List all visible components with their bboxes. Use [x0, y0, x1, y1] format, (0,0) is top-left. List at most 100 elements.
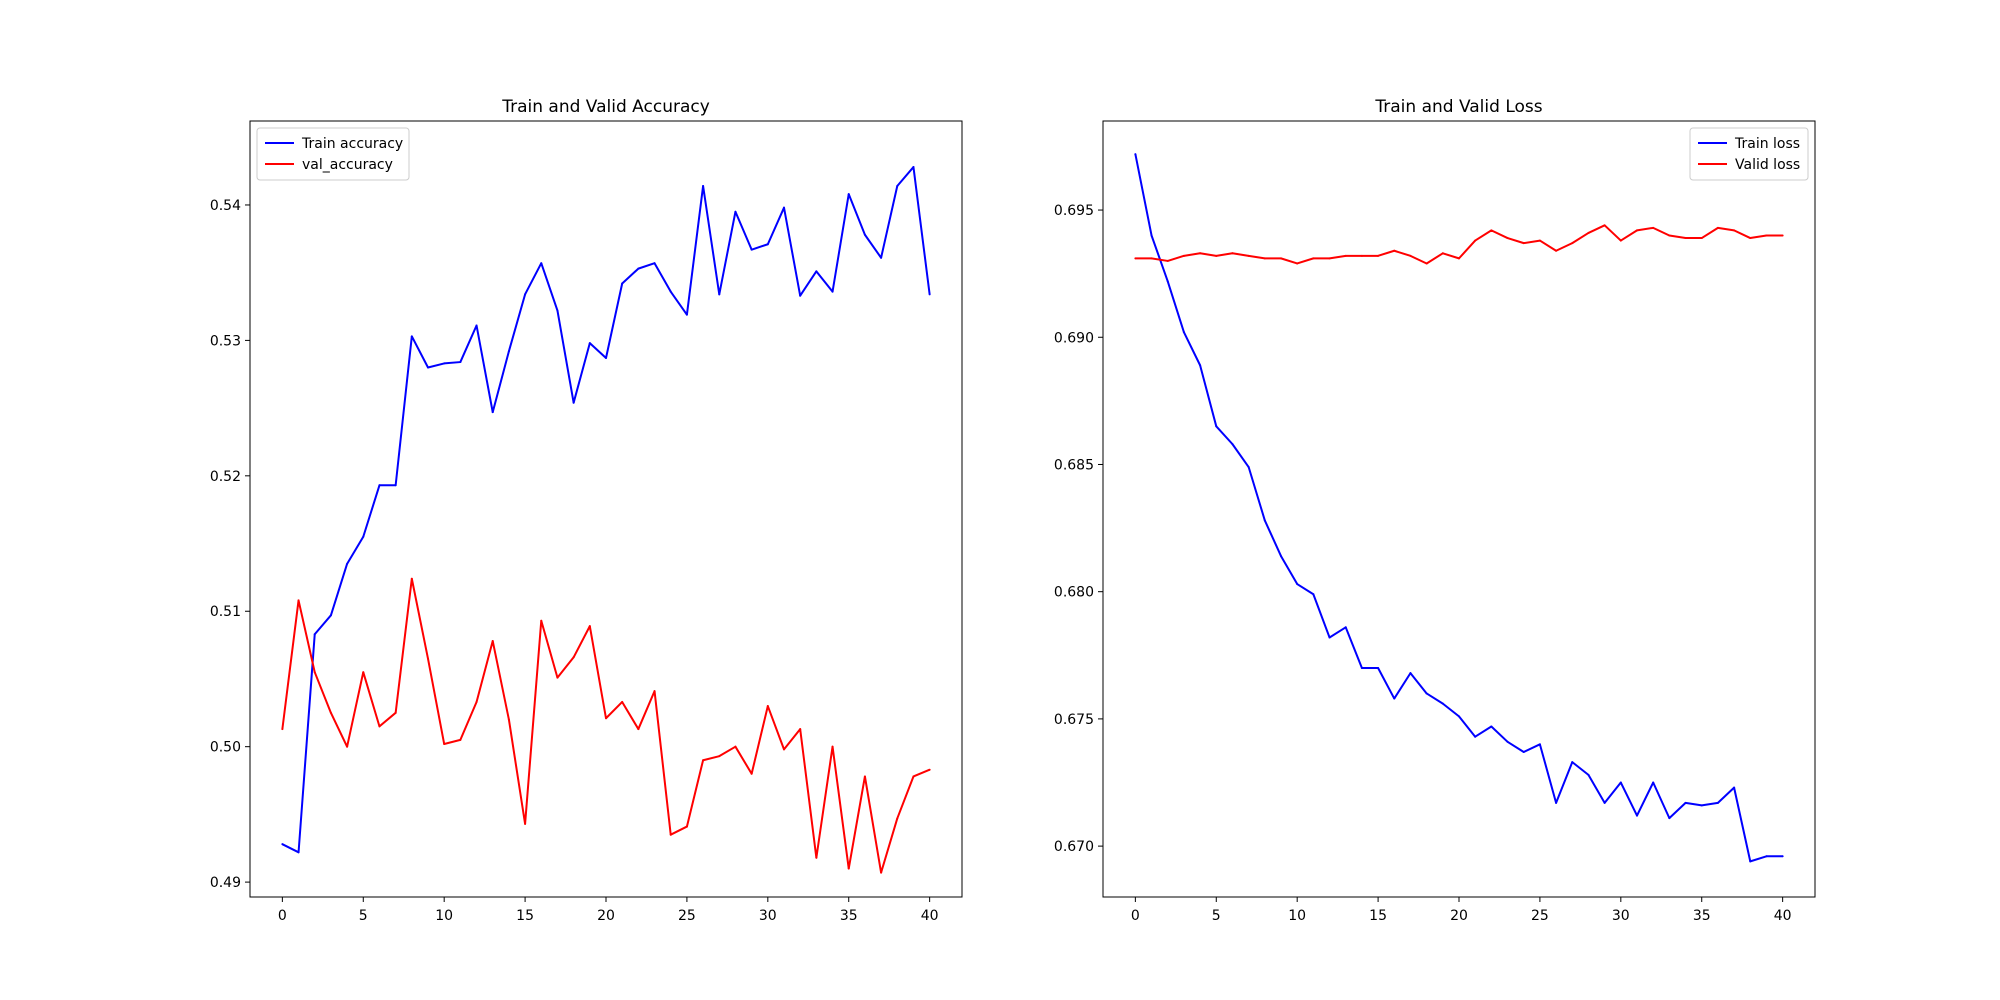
accuracy-data-point-val-accuracy — [443, 742, 446, 745]
loss-data-point-train-loss — [1360, 667, 1363, 670]
accuracy-data-point-train-accuracy — [427, 366, 429, 369]
loss-data-point-train-loss — [1700, 804, 1703, 807]
accuracy-data-point-val-accuracy — [637, 728, 640, 731]
loss-data-point-valid-loss — [1506, 237, 1509, 240]
accuracy-data-point-val-accuracy — [880, 871, 883, 874]
accuracy-chart: Train and Valid Accuracy 0 5 10 15 20 25 30 35 40… — [210, 97, 963, 924]
accuracy-data-point-train-accuracy — [831, 290, 834, 293]
accuracy-data-point-train-accuracy — [524, 293, 527, 296]
loss-data-point-train-loss — [1231, 443, 1234, 446]
loss-data-point-train-loss — [1425, 692, 1428, 695]
loss-data-point-valid-loss — [1231, 252, 1234, 255]
accuracy-data-point-val-accuracy — [669, 833, 672, 836]
loss-data-point-valid-loss — [1652, 226, 1655, 229]
accuracy-data-point-val-accuracy — [653, 690, 656, 693]
loss-data-point-valid-loss — [1538, 239, 1541, 242]
accuracy-data-point-val-accuracy — [605, 717, 607, 720]
accuracy-x-tick-label: 0 — [278, 908, 287, 924]
loss-data-point-train-loss — [1393, 697, 1396, 700]
accuracy-data-point-val-accuracy — [831, 745, 834, 748]
accuracy-data-point-train-accuracy — [863, 233, 866, 236]
loss-legend-label: Valid loss — [1735, 157, 1800, 173]
loss-axes-frame — [1102, 120, 1816, 898]
loss-data-point-valid-loss — [1247, 254, 1250, 257]
accuracy-y-tick-label: 0.53 — [210, 333, 241, 349]
loss-data-point-valid-loss — [1636, 229, 1638, 232]
accuracy-chart-title: Train and Valid Accuracy — [501, 97, 710, 117]
loss-data-point-valid-loss — [1134, 257, 1137, 260]
loss-data-point-valid-loss — [1393, 249, 1396, 252]
accuracy-data-point-val-accuracy — [896, 817, 899, 820]
accuracy-data-point-train-accuracy — [491, 411, 494, 414]
accuracy-data-point-train-accuracy — [702, 185, 705, 188]
accuracy-data-point-val-accuracy — [346, 745, 349, 748]
loss-data-point-valid-loss — [1215, 254, 1218, 257]
loss-data-point-train-loss — [1781, 855, 1784, 858]
loss-chart: Train and Valid Loss 0 5 10 15 20 25 30 35 40 0.67… — [1054, 97, 1816, 924]
loss-data-point-train-loss — [1684, 801, 1687, 804]
accuracy-data-point-train-accuracy — [362, 535, 365, 538]
loss-legend-label: Train loss — [1734, 136, 1800, 152]
loss-data-point-train-loss — [1668, 817, 1671, 820]
accuracy-data-point-val-accuracy — [313, 671, 316, 674]
loss-data-point-train-loss — [1474, 735, 1477, 738]
accuracy-data-point-val-accuracy — [378, 725, 381, 728]
loss-data-point-valid-loss — [1425, 262, 1428, 265]
accuracy-data-point-val-accuracy — [750, 772, 753, 775]
accuracy-y-tick-label: 0.49 — [210, 875, 241, 891]
accuracy-data-point-train-accuracy — [572, 401, 575, 404]
loss-legend-box — [1689, 127, 1809, 181]
loss-data-point-valid-loss — [1781, 234, 1784, 237]
accuracy-data-point-val-accuracy — [734, 745, 737, 748]
loss-data-point-valid-loss — [1733, 229, 1736, 232]
loss-data-point-valid-loss — [1312, 257, 1315, 260]
accuracy-x-tick-label: 30 — [759, 908, 777, 924]
accuracy-axes-frame — [249, 120, 963, 898]
accuracy-data-point-val-accuracy — [912, 775, 915, 778]
accuracy-data-point-train-accuracy — [685, 313, 688, 316]
accuracy-y-tick-label: 0.52 — [210, 469, 241, 485]
loss-data-point-valid-loss — [1684, 237, 1687, 240]
loss-data-point-train-loss — [1312, 593, 1315, 596]
accuracy-data-point-train-accuracy — [815, 270, 818, 273]
accuracy-data-point-train-accuracy — [394, 484, 397, 487]
accuracy-data-point-train-accuracy — [766, 243, 769, 246]
loss-data-point-valid-loss — [1263, 257, 1266, 260]
loss-data-point-valid-loss — [1360, 254, 1363, 257]
loss-data-point-train-loss — [1263, 519, 1266, 522]
accuracy-data-point-train-accuracy — [475, 324, 478, 327]
accuracy-data-point-val-accuracy — [766, 705, 769, 708]
loss-y-tick-label: 0.680 — [1054, 585, 1094, 601]
loss-data-point-train-loss — [1247, 466, 1250, 469]
accuracy-data-point-val-accuracy — [847, 867, 850, 870]
accuracy-data-point-val-accuracy — [621, 700, 624, 703]
loss-y-tick-label: 0.695 — [1054, 203, 1094, 219]
accuracy-y-tick-label: 0.50 — [210, 740, 241, 756]
accuracy-data-point-val-accuracy — [556, 676, 559, 679]
accuracy-y-tick-label: 0.54 — [210, 198, 241, 214]
accuracy-data-point-train-accuracy — [621, 282, 624, 285]
loss-legend: Train loss Valid loss — [1689, 127, 1809, 181]
loss-data-point-train-loss — [1166, 280, 1169, 283]
accuracy-data-point-val-accuracy — [685, 825, 688, 828]
loss-data-point-train-loss — [1377, 667, 1380, 670]
accuracy-data-point-val-accuracy — [475, 700, 478, 703]
accuracy-data-point-val-accuracy — [524, 822, 527, 825]
loss-data-point-train-loss — [1490, 725, 1493, 728]
loss-data-point-valid-loss — [1409, 254, 1412, 257]
accuracy-data-point-val-accuracy — [459, 738, 462, 741]
loss-data-point-train-loss — [1765, 855, 1768, 858]
accuracy-data-point-val-accuracy — [394, 711, 397, 714]
loss-data-point-valid-loss — [1603, 224, 1606, 227]
loss-data-point-valid-loss — [1199, 252, 1202, 255]
loss-data-point-train-loss — [1603, 801, 1606, 804]
accuracy-x-tick-label: 35 — [840, 908, 858, 924]
loss-data-point-valid-loss — [1765, 234, 1768, 237]
accuracy-data-point-train-accuracy — [297, 851, 300, 854]
accuracy-data-point-train-accuracy — [750, 248, 753, 251]
loss-data-point-train-loss — [1182, 331, 1185, 334]
loss-x-tick-label: 20 — [1450, 908, 1468, 924]
loss-data-point-valid-loss — [1377, 254, 1380, 257]
accuracy-data-point-train-accuracy — [637, 267, 640, 270]
loss-data-point-train-loss — [1619, 781, 1622, 784]
